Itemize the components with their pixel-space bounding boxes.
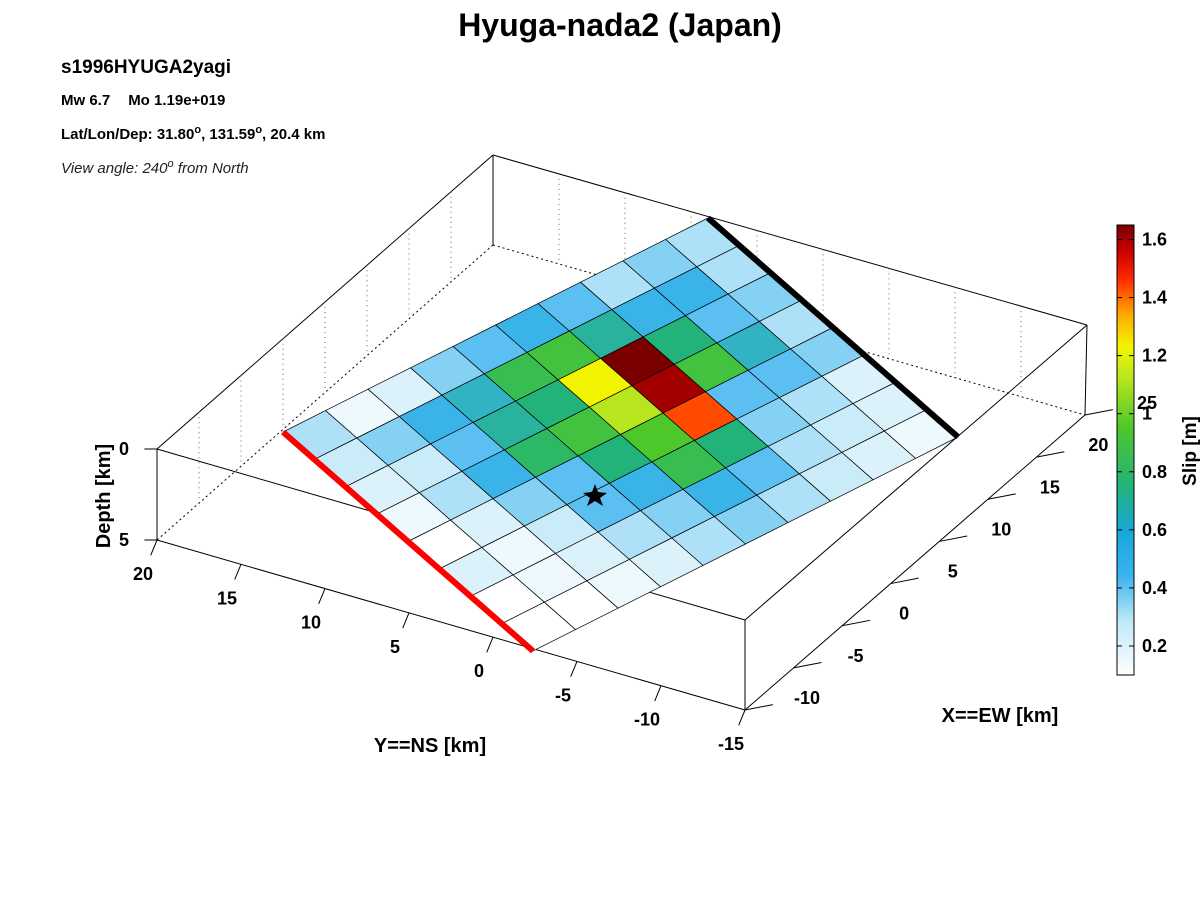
x-axis-tick-label: -5 — [848, 646, 864, 666]
x-axis-tick — [890, 577, 919, 585]
lat-value: Lat/Lon/Dep: 31.80 — [61, 126, 195, 143]
y-axis-tick — [570, 661, 578, 677]
y-axis-tick-label: 20 — [133, 564, 153, 584]
mw-value: Mw 6.7 — [61, 92, 111, 109]
z-axis-tick-label: 0 — [119, 439, 129, 459]
x-axis-tick — [939, 535, 968, 542]
chart-title: Hyuga-nada2 (Japan) — [458, 7, 782, 43]
degree-symbol: o — [255, 124, 263, 136]
x-axis-tick-label: 15 — [1040, 477, 1060, 497]
x-axis-tick-label: 20 — [1088, 435, 1108, 455]
colorbar-ticks: 0.2 0.4 0.6 0.8 1 1.2 1.4 1.6 — [1117, 230, 1167, 656]
y-axis-label: Y==NS [km] — [374, 735, 486, 757]
x-axis-tick — [793, 661, 822, 669]
magnitude-line: Mw 6.7 Mo 1.19e+019 — [61, 92, 225, 109]
z-axis-label: Depth [km] — [93, 444, 115, 548]
colorbar-tick-label: 0.8 — [1142, 462, 1167, 482]
x-axis-tick-label: 0 — [899, 604, 909, 624]
view-angle-value: View angle: 240 — [61, 160, 168, 177]
axis-ticks: 20 15 10 5 0 -5 -10 -15 -10 -5 0 5 10 15 20 25 0 5 — [119, 393, 1157, 754]
colorbar-tick-label: 1.6 — [1142, 230, 1167, 250]
location-line: Lat/Lon/Dep: 31.80o, 131.59o, 20.4 km — [61, 124, 325, 143]
x-axis-tick-label: -10 — [794, 688, 820, 708]
degree-symbol: o — [167, 158, 174, 170]
view-angle: View angle: 240o from North — [61, 158, 249, 177]
y-axis-tick-label: -5 — [555, 685, 571, 705]
degree-symbol: o — [194, 124, 202, 136]
x-axis-tick-label: 5 — [948, 562, 958, 582]
fault-surface — [282, 217, 959, 652]
y-axis-tick-label: 5 — [390, 637, 400, 657]
x-axis-tick — [842, 619, 871, 627]
x-axis-tick — [1084, 409, 1113, 416]
colorbar-tick-label: 0.4 — [1142, 578, 1167, 598]
colorbar-label: Slip [m] — [1180, 416, 1200, 486]
colorbar-tick-label: 0.2 — [1142, 636, 1167, 656]
colorbar — [1116, 224, 1135, 676]
mo-value: Mo 1.19e+019 — [128, 92, 226, 109]
y-axis-tick — [654, 685, 662, 702]
y-axis-tick — [234, 564, 242, 580]
x-axis-tick — [744, 704, 773, 711]
lon-value: , 131.59 — [201, 126, 256, 143]
x-axis-label: X==EW [km] — [942, 705, 1059, 727]
y-axis-tick — [150, 539, 158, 556]
hypocenter-star-icon — [583, 484, 607, 506]
fault-bottom-edge — [281, 429, 535, 654]
y-axis-tick-label: -15 — [718, 734, 744, 754]
z-axis-tick-label: 5 — [119, 530, 129, 550]
event-id: s1996HYUGA2yagi — [61, 57, 232, 78]
colorbar-tick-label: 0.6 — [1142, 520, 1167, 540]
x-axis-tick — [987, 493, 1016, 500]
view-angle-suffix: from North — [173, 160, 249, 177]
y-axis-tick — [486, 636, 494, 653]
y-axis-tick — [402, 612, 410, 629]
y-axis-tick — [318, 588, 326, 605]
colorbar-tick-label: 1.2 — [1142, 346, 1167, 366]
y-axis-tick-label: 0 — [474, 661, 484, 681]
y-axis-tick-label: -10 — [634, 710, 660, 730]
y-axis-tick — [738, 709, 746, 726]
colorbar-tick-label: 1.4 — [1142, 288, 1167, 308]
x-axis-tick — [1036, 451, 1065, 458]
y-axis-tick-label: 10 — [301, 613, 321, 633]
y-axis-tick-label: 15 — [217, 588, 237, 608]
x-axis-tick-label: 10 — [991, 519, 1011, 539]
depth-value: , 20.4 km — [262, 126, 326, 143]
fault-top-edge — [706, 215, 960, 440]
x-axis-tick-label: 25 — [1137, 393, 1157, 413]
colorbar-tick-label: 1 — [1142, 404, 1152, 424]
